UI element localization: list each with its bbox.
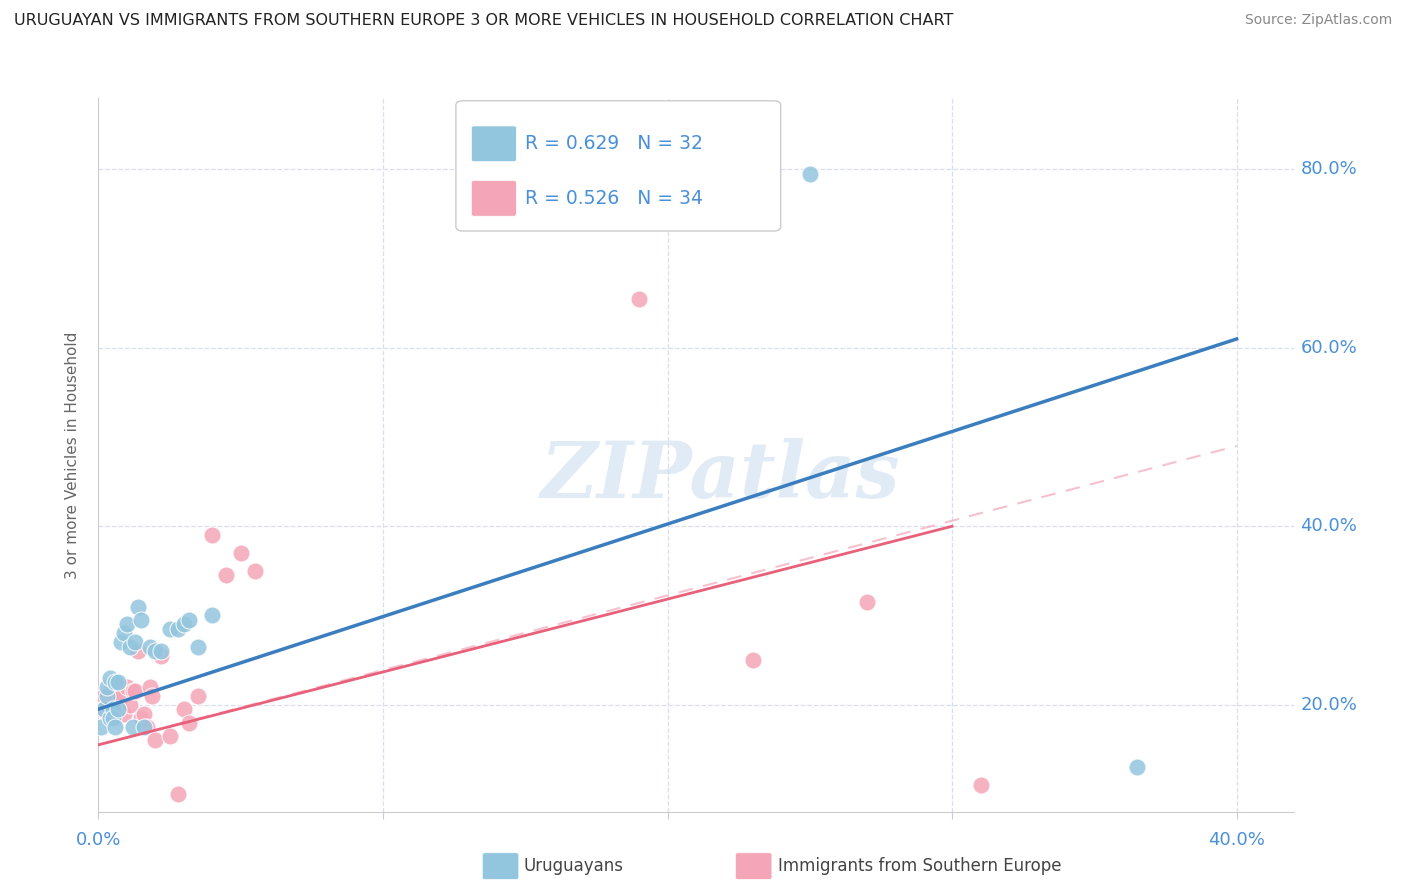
Point	[243, 564, 266, 578]
Point	[101, 702, 124, 716]
Point	[112, 626, 135, 640]
Point	[741, 653, 763, 667]
Point	[124, 684, 146, 698]
Point	[187, 689, 209, 703]
Point	[121, 684, 143, 698]
Text: R = 0.526   N = 34: R = 0.526 N = 34	[524, 189, 703, 208]
Point	[150, 648, 173, 663]
Point	[121, 720, 143, 734]
Point	[167, 787, 190, 801]
Point	[167, 622, 190, 636]
Point	[90, 702, 112, 716]
Text: R = 0.629   N = 32: R = 0.629 N = 32	[524, 135, 703, 153]
Point	[118, 640, 141, 654]
Point	[98, 684, 121, 698]
Point	[1126, 760, 1149, 774]
Text: 40.0%: 40.0%	[1208, 831, 1265, 849]
Point	[107, 684, 129, 698]
Point	[93, 702, 115, 716]
Y-axis label: 3 or more Vehicles in Household: 3 or more Vehicles in Household	[65, 331, 80, 579]
Point	[104, 720, 127, 734]
Point	[96, 698, 118, 712]
Point	[93, 689, 115, 703]
Point	[127, 644, 149, 658]
Point	[132, 706, 155, 721]
Point	[107, 675, 129, 690]
Point	[799, 167, 821, 181]
Text: 60.0%: 60.0%	[1301, 339, 1357, 357]
Point	[129, 711, 152, 725]
Point	[143, 733, 166, 747]
Point	[115, 680, 138, 694]
Point	[135, 720, 157, 734]
Point	[138, 680, 160, 694]
Text: URUGUAYAN VS IMMIGRANTS FROM SOUTHERN EUROPE 3 OR MORE VEHICLES IN HOUSEHOLD COR: URUGUAYAN VS IMMIGRANTS FROM SOUTHERN EU…	[14, 13, 953, 29]
Point	[96, 689, 118, 703]
Point	[969, 778, 991, 792]
Point	[98, 671, 121, 685]
Point	[132, 720, 155, 734]
Point	[98, 711, 121, 725]
Point	[90, 720, 112, 734]
Text: 0.0%: 0.0%	[76, 831, 121, 849]
Point	[127, 599, 149, 614]
Point	[104, 675, 127, 690]
Point	[96, 680, 118, 694]
Point	[115, 617, 138, 632]
Point	[201, 528, 224, 542]
Text: Immigrants from Southern Europe: Immigrants from Southern Europe	[778, 857, 1062, 875]
Point	[173, 617, 195, 632]
Point	[110, 635, 132, 649]
Point	[159, 729, 181, 743]
Point	[179, 613, 201, 627]
Point	[112, 706, 135, 721]
Text: Uruguayans: Uruguayans	[523, 857, 623, 875]
Point	[229, 546, 252, 560]
Text: Source: ZipAtlas.com: Source: ZipAtlas.com	[1244, 13, 1392, 28]
Point	[101, 702, 124, 716]
Point	[124, 635, 146, 649]
Point	[129, 613, 152, 627]
Text: 20.0%: 20.0%	[1301, 696, 1357, 714]
Point	[141, 689, 163, 703]
Text: 40.0%: 40.0%	[1301, 517, 1357, 535]
Point	[150, 644, 173, 658]
Point	[138, 640, 160, 654]
Point	[173, 702, 195, 716]
Point	[104, 711, 127, 725]
Point	[110, 689, 132, 703]
Point	[118, 698, 141, 712]
Point	[628, 292, 651, 306]
Point	[855, 595, 877, 609]
Text: ZIPatlas: ZIPatlas	[540, 438, 900, 515]
Point	[179, 715, 201, 730]
Point	[107, 702, 129, 716]
Point	[159, 622, 181, 636]
Point	[143, 644, 166, 658]
Point	[101, 711, 124, 725]
Point	[187, 640, 209, 654]
Point	[201, 608, 224, 623]
Text: 80.0%: 80.0%	[1301, 161, 1357, 178]
Point	[215, 568, 238, 582]
